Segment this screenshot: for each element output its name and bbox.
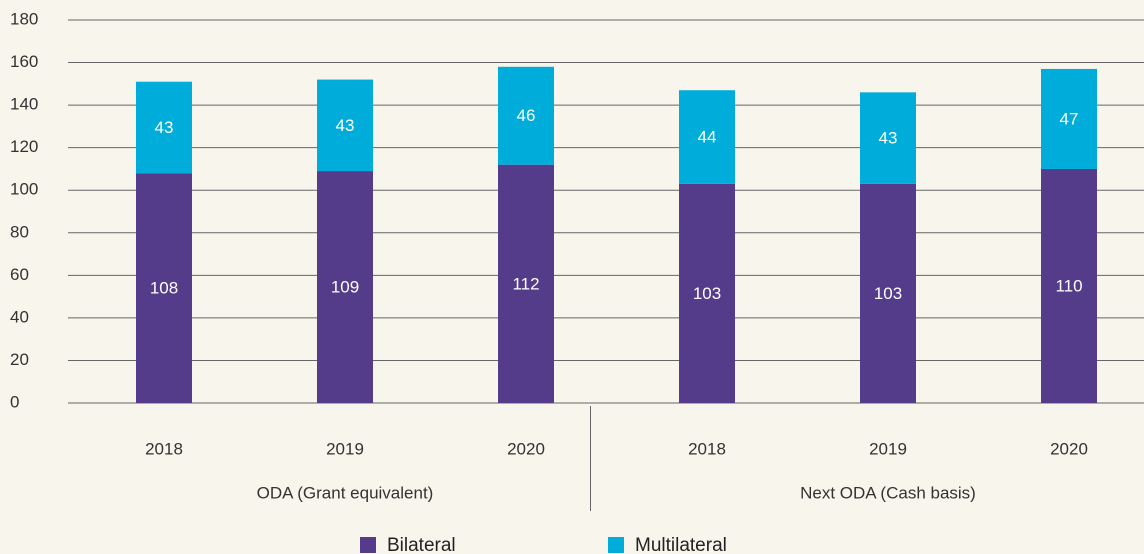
value-label: 103 bbox=[693, 284, 721, 303]
value-label: 103 bbox=[874, 284, 902, 303]
bar-segment bbox=[860, 183, 916, 403]
x-tick-label: 2020 bbox=[1050, 439, 1088, 458]
value-label: 47 bbox=[1060, 109, 1079, 128]
x-tick-label: 2019 bbox=[326, 439, 364, 458]
y-tick-label: 40 bbox=[10, 307, 29, 326]
value-label: 112 bbox=[512, 274, 539, 293]
x-tick-label: 2018 bbox=[145, 439, 183, 458]
bar-segment bbox=[317, 171, 373, 403]
y-tick-label: 120 bbox=[10, 137, 38, 156]
value-label: 43 bbox=[879, 129, 898, 148]
value-label: 108 bbox=[150, 279, 178, 298]
legend-label: Multilateral bbox=[635, 535, 727, 554]
y-tick-label: 60 bbox=[10, 265, 29, 284]
y-tick-label: 100 bbox=[10, 180, 38, 199]
bar-segment bbox=[498, 164, 554, 403]
y-tick-label: 20 bbox=[10, 350, 29, 369]
bar-segment bbox=[498, 66, 554, 165]
value-label: 46 bbox=[517, 106, 536, 125]
x-tick-label: 2020 bbox=[507, 439, 545, 458]
value-label: 44 bbox=[698, 128, 717, 147]
value-label: 43 bbox=[336, 116, 355, 135]
x-tick-label: 2018 bbox=[688, 439, 726, 458]
bar-segment bbox=[860, 92, 916, 184]
y-tick-label: 80 bbox=[10, 222, 29, 241]
bar-segment bbox=[136, 81, 192, 174]
value-label: 109 bbox=[331, 278, 359, 297]
y-tick-label: 160 bbox=[10, 52, 38, 71]
value-label: 43 bbox=[155, 118, 174, 137]
legend-swatch bbox=[608, 537, 624, 553]
legend-label: Bilateral bbox=[387, 535, 456, 554]
value-label: 110 bbox=[1055, 276, 1082, 295]
group-label: ODA (Grant equivalent) bbox=[257, 483, 434, 502]
legend-swatch bbox=[360, 537, 376, 553]
y-tick-label: 0 bbox=[10, 392, 19, 411]
bar-segment bbox=[1041, 68, 1097, 169]
bar-segment bbox=[679, 90, 735, 184]
bar-segment bbox=[136, 173, 192, 403]
group-label: Next ODA (Cash basis) bbox=[800, 483, 976, 502]
bar-segment bbox=[679, 183, 735, 403]
y-tick-label: 140 bbox=[10, 95, 38, 114]
y-tick-label: 180 bbox=[10, 9, 38, 28]
bar-segment bbox=[317, 79, 373, 172]
bar-segment bbox=[1041, 168, 1097, 403]
x-tick-label: 2019 bbox=[869, 439, 907, 458]
